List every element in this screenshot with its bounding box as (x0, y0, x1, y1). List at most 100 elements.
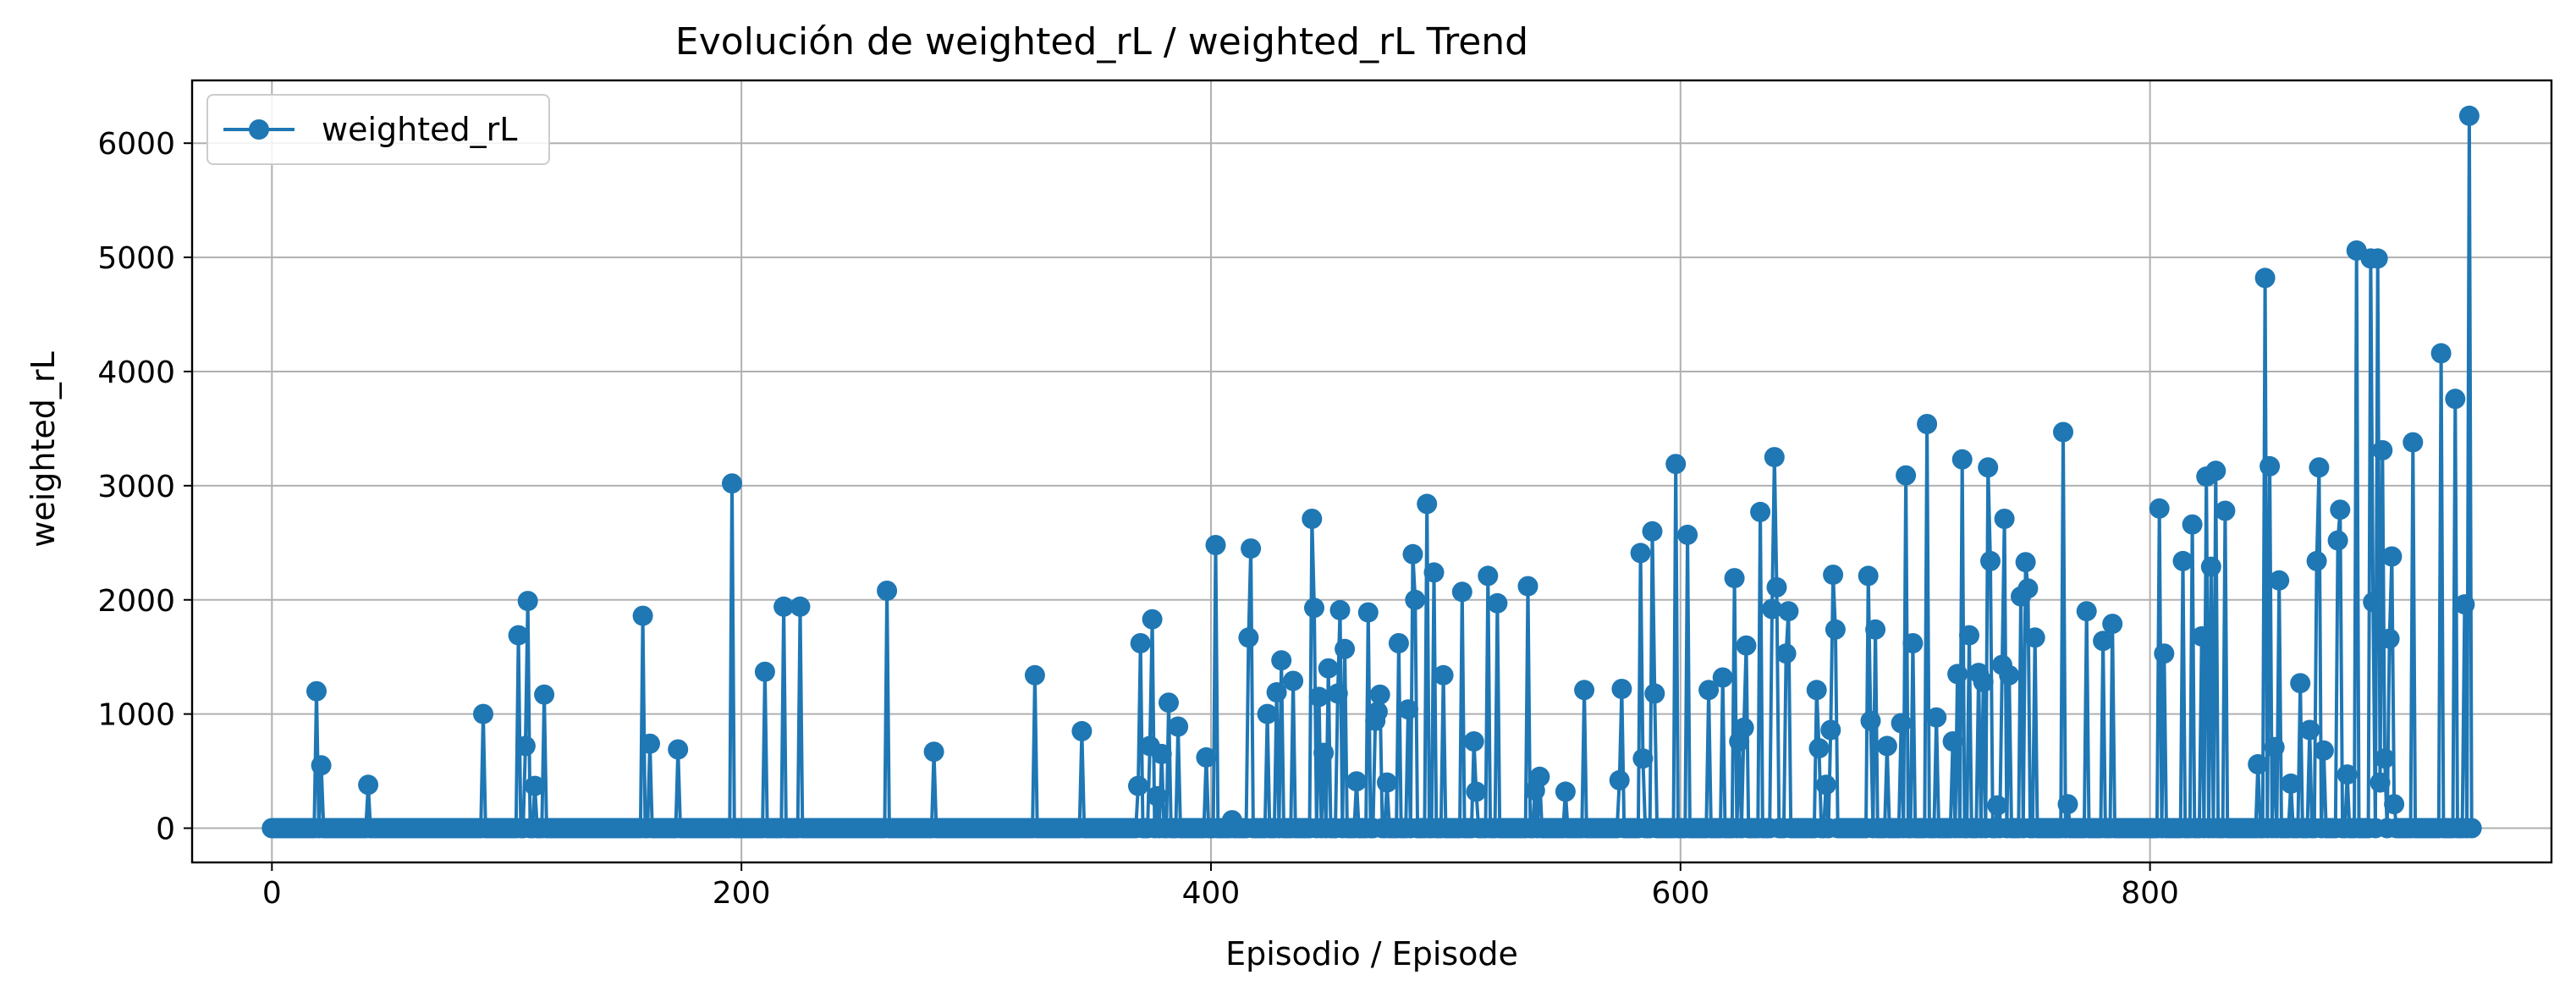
series-weighted-rl (261, 105, 2482, 839)
data-point (2290, 673, 2311, 694)
data-point (1128, 775, 1148, 796)
data-point (1071, 720, 1093, 741)
data-point (2053, 421, 2073, 443)
data-point (1147, 785, 1168, 807)
data-point (1271, 650, 1292, 671)
y-axis-label: weighted_rL (25, 351, 62, 547)
data-point (2057, 794, 2078, 815)
data-point (1196, 746, 1217, 768)
x-tick-label: 600 (1651, 876, 1709, 911)
data-point (1999, 664, 2020, 686)
data-point (640, 733, 660, 754)
legend-box (206, 94, 550, 165)
y-tick-label: 4000 (97, 355, 175, 390)
y-tick-label: 0 (156, 812, 175, 847)
data-point (1775, 643, 1797, 664)
data-point (1860, 710, 1881, 731)
data-point (1820, 719, 1841, 741)
data-point (1304, 598, 1324, 619)
data-point (1266, 682, 1287, 702)
data-point (2182, 514, 2203, 535)
data-point (1665, 454, 1687, 475)
data-point (1346, 771, 1367, 792)
y-tick-label: 2000 (97, 584, 175, 619)
data-point (1926, 707, 1947, 728)
data-point (2299, 719, 2320, 741)
data-point (1609, 769, 1630, 790)
data-point (1357, 602, 1379, 623)
data-point (2445, 388, 2466, 410)
data-point (1451, 581, 1472, 603)
data-point (1402, 543, 1423, 565)
data-point (1858, 565, 1879, 587)
data-point (1644, 683, 1665, 704)
data-point (1377, 772, 1397, 793)
data-point (508, 625, 529, 646)
data-point (1947, 664, 1968, 685)
data-point (1764, 447, 1785, 468)
data-point (1417, 493, 1438, 515)
data-point (1806, 680, 1827, 701)
data-point (1388, 633, 1409, 653)
data-point (1369, 684, 1390, 705)
data-point (877, 581, 898, 601)
data-point (1478, 565, 1499, 587)
data-point (722, 473, 742, 494)
x-tick-label: 800 (2121, 876, 2179, 911)
data-point (1642, 521, 1663, 542)
axis-ticks: 0 200 400 600 800 0 1000 2000 3000 4000 5000 6000 (97, 127, 2179, 911)
data-point (2215, 500, 2236, 521)
x-tick-label: 0 (262, 876, 282, 911)
data-point (1302, 509, 1323, 529)
data-point (1318, 658, 1339, 679)
legend-label: weighted_rL (322, 111, 517, 148)
data-point (2370, 772, 2391, 793)
y-tick-label: 1000 (97, 698, 175, 733)
plot-area-frame (190, 79, 2553, 864)
data-point (2330, 499, 2351, 521)
data-point (1980, 550, 2001, 571)
data-point (2379, 628, 2400, 649)
data-point (2264, 736, 2285, 757)
data-point (1632, 748, 1654, 769)
data-point (1917, 414, 1938, 434)
data-point (754, 661, 775, 682)
data-point (1529, 766, 1550, 787)
data-point (2327, 530, 2348, 551)
data-point (1487, 592, 1508, 614)
series-markers (261, 105, 2482, 839)
data-point (2367, 248, 2388, 269)
data-point (2375, 748, 2395, 769)
data-point (2458, 105, 2480, 126)
data-point (1517, 576, 1538, 597)
data-point (2017, 578, 2039, 599)
data-point (2024, 627, 2045, 648)
data-point (1733, 717, 1754, 738)
data-point (1205, 535, 1226, 555)
data-point (2430, 343, 2452, 364)
data-point (1677, 524, 1698, 545)
data-point (1724, 568, 1745, 589)
data-point (1736, 635, 1757, 656)
data-point (525, 775, 545, 796)
data-point (2269, 570, 2290, 591)
data-point (2363, 592, 2384, 613)
data-point (1168, 716, 1189, 737)
data-point (1630, 543, 1651, 564)
data-point (1808, 738, 1830, 759)
data-point (1825, 619, 1846, 640)
data-point (1902, 633, 1924, 653)
data-point (773, 596, 795, 617)
data-point (1959, 625, 1979, 646)
data-point (1987, 795, 2008, 816)
y-tick-label: 6000 (97, 127, 175, 162)
data-point (2372, 440, 2393, 460)
data-point (1896, 465, 1917, 486)
data-point (1241, 538, 1262, 559)
data-point (1405, 589, 1426, 610)
data-point (2313, 740, 2334, 761)
data-point (515, 735, 536, 757)
data-point (1257, 703, 1278, 724)
x-tick-label: 200 (713, 876, 771, 911)
